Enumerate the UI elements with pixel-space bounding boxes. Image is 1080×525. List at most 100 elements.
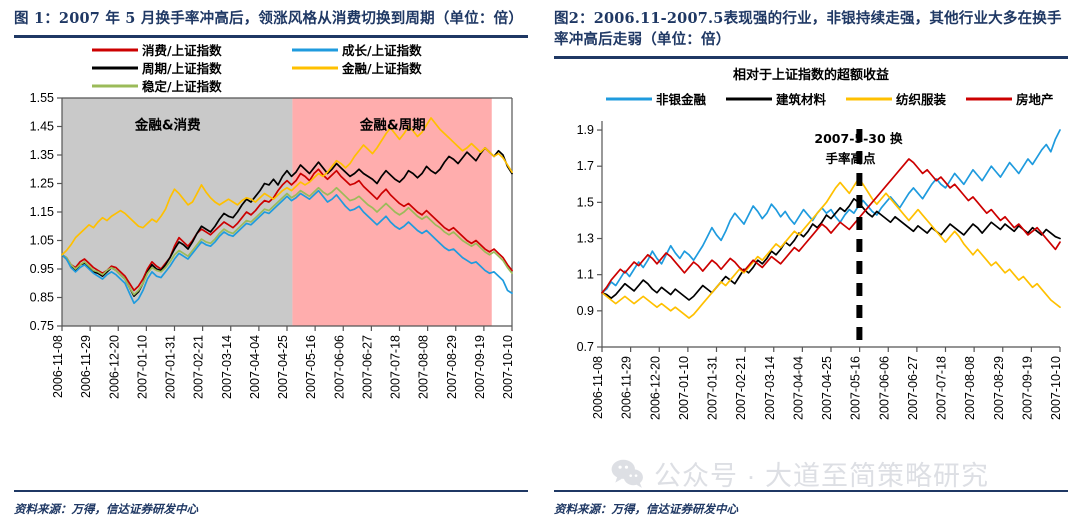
x-tick-label: 2007-05-16 — [849, 355, 863, 419]
peak-marker-label-line1: 2007-5-30 换 — [814, 131, 903, 146]
x-tick-label: 2007-02-21 — [734, 355, 748, 419]
chart-bands — [62, 97, 492, 326]
y-tick-label: 1.5 — [577, 195, 594, 209]
x-tick-label: 2007-01-31 — [164, 334, 178, 398]
x-tick-label: 2007-01-31 — [706, 355, 720, 419]
figure-1-svg: 消费/上证指数周期/上证指数稳定/上证指数成长/上证指数金融/上证指数0.750… — [30, 43, 515, 399]
x-tick-label: 2006-11-08 — [51, 334, 65, 397]
x-tick-label: 2007-08-08 — [963, 355, 977, 419]
x-tick-label: 2007-02-21 — [192, 334, 206, 398]
y-tick-label: 0.85 — [30, 290, 54, 304]
figure-1-title: 图 1：2007 年 5 月换手率冲高后，领涨风格从消费切换到周期（单位：倍） — [14, 10, 524, 27]
x-tick-label: 2007-03-14 — [763, 355, 777, 419]
series-line — [601, 157, 1061, 294]
y-tick-label: 0.75 — [30, 319, 54, 333]
legend-label: 成长/上证指数 — [342, 43, 422, 58]
y-tick-label: 1.45 — [30, 119, 54, 133]
x-tick-label: 2007-06-27 — [906, 355, 920, 419]
x-tick-label: 2007-04-04 — [791, 355, 805, 419]
y-tick-label: 1.15 — [30, 205, 54, 219]
x-tick-label: 2007-04-04 — [248, 334, 262, 398]
series-line — [601, 177, 1061, 319]
chart-subtitle: 相对于上证指数的超额收益 — [733, 67, 889, 83]
y-tick-label: 1.35 — [30, 148, 54, 162]
y-tick-label: 0.7 — [577, 340, 594, 354]
legend-label: 金融/上证指数 — [341, 61, 422, 76]
x-tick-label: 2007-09-19 — [1020, 355, 1034, 419]
y-tick-label: 1.9 — [577, 123, 594, 137]
legend-label: 非银金融 — [656, 92, 707, 107]
y-tick-label: 1.7 — [577, 159, 594, 173]
x-tick-label: 2007-10-10 — [1049, 355, 1063, 419]
band-金融&周期 — [292, 97, 492, 326]
x-tick-label: 2006-11-08 — [591, 355, 605, 418]
x-tick-label: 2007-04-25 — [276, 334, 290, 398]
x-tick-label: 2007-07-18 — [389, 334, 403, 398]
figure-2-title: 图2：2006.11-2007.5表现强的行业，非银持续走强，其他行业大多在换手… — [554, 10, 1062, 49]
chart-series — [601, 128, 1061, 319]
figure-2-title-rule — [554, 56, 1068, 59]
series-line — [601, 128, 1061, 294]
x-tick-label: 2006-12-20 — [107, 334, 121, 398]
y-tick-label: 1.1 — [577, 267, 594, 281]
series-line — [61, 189, 513, 304]
chart-axes: 0.75 0.85 0.95 1.05 1.15 1.25 1.35 1.45 1.55 2006… — [30, 91, 515, 399]
x-tick-label: 2007-07-18 — [935, 355, 949, 419]
chart-series — [61, 116, 513, 304]
y-tick-label: 1.3 — [577, 231, 594, 245]
figure-2-footer: 资料来源：万得，信达证券研发中心 — [554, 489, 1068, 518]
y-tick-label: 0.95 — [30, 262, 54, 276]
x-tick-label: 2007-01-10 — [677, 355, 691, 419]
x-tick-label: 2007-01-10 — [135, 334, 149, 398]
figure-1-title-rule — [14, 35, 528, 38]
chart-annotations: 金融&消费 金融&周期 — [134, 116, 426, 133]
y-tick-label: 1.25 — [30, 176, 54, 190]
legend-label: 周期/上证指数 — [142, 61, 222, 76]
y-tick-label: 1.05 — [30, 233, 54, 247]
figure-1-footer-rule — [14, 489, 528, 492]
x-tick-label: 2007-06-06 — [877, 355, 891, 419]
figure-2-chart: 相对于上证指数的超额收益非银金融 建筑材料 纺织服装 房地产 0.7 0.9 1.1 1.3 1… — [554, 59, 1068, 459]
x-tick-label: 2007-04-25 — [820, 355, 834, 419]
figure-1-chart: 消费/上证指数 周期/上证指数 稳定/上证指数 成长/上证指数 金融/上证指数 0.75 0… — [14, 38, 528, 438]
series-line — [61, 167, 513, 291]
x-tick-label: 2007-06-06 — [332, 334, 346, 398]
x-tick-label: 2006-12-20 — [648, 355, 662, 419]
legend-label: 稳定/上证指数 — [142, 79, 222, 94]
figure-2-source: 资料来源：万得，信达证券研发中心 — [554, 502, 738, 516]
legend-label: 房地产 — [1016, 92, 1054, 107]
legend-label: 纺织服装 — [896, 92, 947, 107]
x-tick-label: 2007-08-29 — [445, 334, 459, 398]
legend-label: 建筑材料 — [776, 92, 827, 107]
x-tick-label: 2006-11-29 — [79, 334, 93, 397]
chart-axes: 0.7 0.9 1.1 1.3 1.5 1.7 1.9 2006-11-08 2006-11-2… — [577, 120, 1063, 419]
peak-marker-label-line2: 手率高点 — [825, 151, 876, 166]
series-line — [61, 146, 513, 297]
x-tick-label: 2007-03-14 — [220, 334, 234, 398]
series-line — [61, 116, 513, 256]
x-tick-label: 2007-08-08 — [417, 334, 431, 398]
series-line — [61, 186, 513, 296]
x-tick-label: 2007-09-19 — [473, 334, 487, 398]
series-line — [601, 197, 1061, 301]
y-tick-label: 1.55 — [30, 91, 54, 105]
legend-label: 消费/上证指数 — [142, 43, 222, 58]
x-tick-label: 2007-08-29 — [992, 355, 1006, 419]
x-tick-label: 2007-06-27 — [360, 334, 374, 398]
figure-2-panel: 图2：2006.11-2007.5表现强的行业，非银持续走强，其他行业大多在换手… — [540, 0, 1080, 525]
figure-1-panel: 图 1：2007 年 5 月换手率冲高后，领涨风格从消费切换到周期（单位：倍） … — [14, 10, 528, 518]
figure-2-footer-rule — [554, 489, 1068, 492]
x-tick-label: 2006-11-29 — [620, 355, 634, 418]
x-tick-label: 2007-05-16 — [304, 334, 318, 398]
band-annotation: 金融&消费 — [134, 116, 201, 133]
x-tick-label: 2007-10-10 — [501, 334, 515, 398]
y-tick-label: 0.9 — [577, 303, 594, 317]
band-annotation: 金融&周期 — [359, 116, 426, 133]
figure-1-footer: 资料来源：万得，信达证券研发中心 — [14, 489, 528, 518]
figure-1-source: 资料来源：万得，信达证券研发中心 — [14, 502, 198, 516]
